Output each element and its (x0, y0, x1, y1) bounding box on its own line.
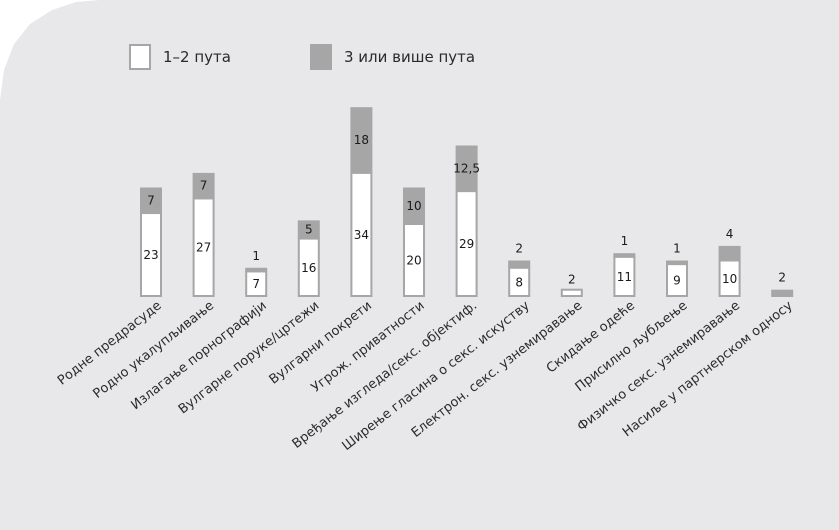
bar-value-1-2: 34 (354, 228, 369, 242)
bar-segment-3-plus (403, 187, 425, 224)
category-label: Вређање изгледа/секс. објектиф. (290, 298, 480, 451)
bar-value-1-2: 9 (673, 274, 681, 288)
bar-value-3-plus: 2 (515, 242, 523, 256)
legend-item-3-plus: 3 или више пута (310, 44, 475, 70)
bar-segment-3-plus (140, 187, 162, 214)
bar-value-1-2: 11 (617, 270, 632, 284)
bar-value-1-2: 27 (196, 241, 211, 255)
bar-segment-3-plus (297, 220, 320, 239)
bar-value-1-2: 2 (568, 273, 576, 287)
bar-segment-3-plus (666, 260, 688, 265)
legend-swatch-3-plus (310, 44, 332, 70)
bar-value-3-plus: 7 (147, 193, 155, 207)
bar-value-3-plus: 12,5 (453, 161, 480, 175)
bar-value-1-2: 23 (143, 248, 158, 262)
bar-segment-1-2 (560, 288, 583, 298)
category-label: Скидање одеће (544, 298, 638, 376)
bar-segment-3-plus (771, 289, 794, 297)
bar-value-3-plus: 7 (200, 179, 208, 193)
legend-swatch-1-2 (129, 44, 151, 70)
bar-value-1-2: 10 (722, 272, 737, 286)
bar-segment-1-2 (245, 270, 268, 298)
bar-segment-3-plus (350, 107, 373, 173)
bar-segment-3-plus (192, 172, 215, 199)
bar-value-3-plus: 1 (252, 249, 260, 263)
bar-segment-3-plus (613, 253, 636, 257)
bar-value-3-plus: 4 (726, 227, 734, 241)
bar-value-3-plus: 18 (354, 133, 369, 147)
bar-value-3-plus: 1 (621, 234, 629, 248)
bar-value-3-plus: 1 (673, 242, 681, 256)
bar-segment-3-plus (245, 267, 268, 272)
legend-label-3-plus: 3 или више пута (344, 48, 476, 66)
bar-value-1-2: 29 (459, 237, 474, 251)
bar-value-3-plus: 10 (406, 199, 421, 213)
bar-value-1-2: 16 (301, 261, 316, 275)
legend-label-1-2: 1–2 пута (163, 48, 231, 66)
bar-segment-3-plus (455, 145, 478, 192)
bar-value-3-plus: 5 (305, 222, 313, 236)
bar-segment-3-plus (508, 260, 531, 268)
bar-segment-3-plus (718, 245, 741, 261)
bar-value-1-2: 7 (252, 277, 260, 291)
bar-value-3-plus: 2 (778, 271, 786, 285)
category-label: Ширење гласина о секс. искуству (339, 298, 532, 454)
bar-value-1-2: 8 (515, 275, 523, 289)
bar-value-1-2: 20 (406, 254, 421, 268)
legend-item-1-2: 1–2 пута (129, 44, 231, 70)
